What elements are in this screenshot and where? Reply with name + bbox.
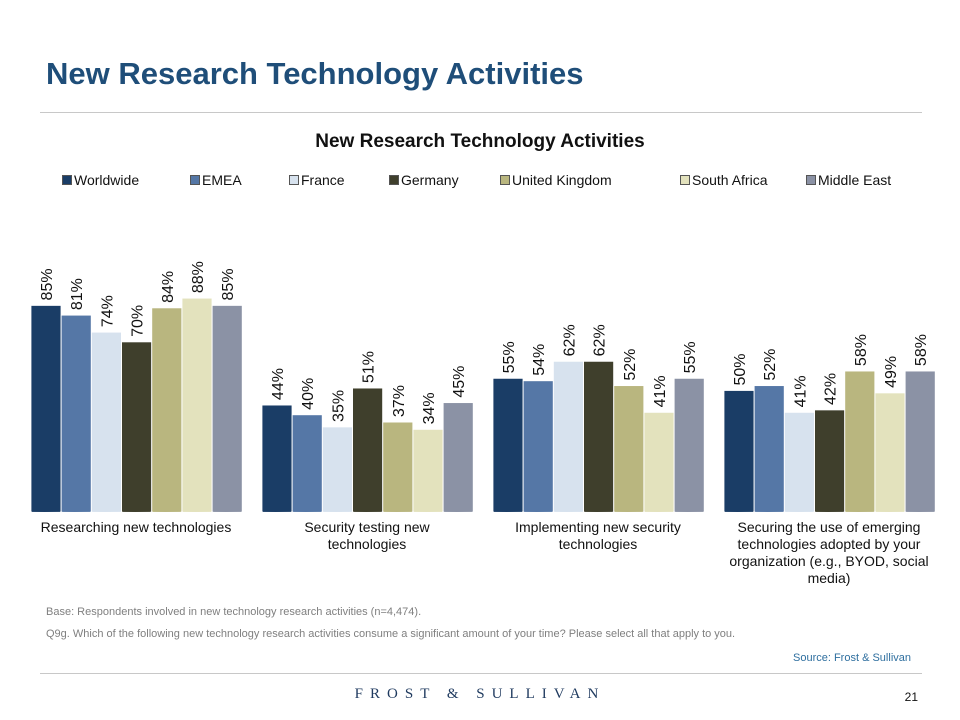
data-label: 70% xyxy=(130,305,147,337)
category-label-line: technologies xyxy=(558,536,638,552)
bar-shading xyxy=(675,382,704,512)
data-label: 40% xyxy=(300,378,317,410)
bar-shading xyxy=(183,302,211,512)
category-label: Researching new technologies xyxy=(21,519,251,536)
legend-label: EMEA xyxy=(202,172,242,188)
category-label-line: organization (e.g., BYOD, social xyxy=(729,553,929,569)
source-note: Source: Frost & Sullivan xyxy=(793,652,911,664)
data-label: 62% xyxy=(592,324,609,356)
legend-swatch xyxy=(806,175,816,185)
data-label: 41% xyxy=(652,375,669,407)
bar-shading xyxy=(584,365,613,512)
data-label: 62% xyxy=(561,324,578,356)
data-label: 55% xyxy=(682,341,699,373)
bar-chart: 85% 81% 74% 70% 84% 88% 85% 44% 40% 35% 51% 37% 34% 4… xyxy=(30,261,936,513)
bar-shading xyxy=(213,309,242,512)
bar-shading xyxy=(614,389,643,512)
category-label-line: Security testing new xyxy=(304,519,430,535)
bar-shading xyxy=(906,375,935,512)
legend-swatch xyxy=(389,175,399,185)
bar-shading xyxy=(524,384,553,512)
bar-shading xyxy=(725,394,753,512)
legend-label: United Kingdom xyxy=(512,172,612,188)
bar-shading xyxy=(152,311,181,512)
title-divider xyxy=(40,112,922,113)
bar-shading xyxy=(293,418,322,512)
slide-title: New Research Technology Activities xyxy=(46,56,584,91)
category-label: Security testing new technologies xyxy=(252,519,482,553)
data-label: 58% xyxy=(853,334,870,366)
bar-shading xyxy=(645,416,673,512)
bar-shading xyxy=(755,389,784,512)
legend-label: South Africa xyxy=(692,172,768,188)
page-number: 21 xyxy=(904,690,918,704)
category-label-line: technologies adopted by your xyxy=(737,536,921,552)
category-label-line: Securing the use of emerging xyxy=(737,519,921,535)
bar-shading xyxy=(785,416,814,512)
data-label: 41% xyxy=(792,375,809,407)
question-note: Q9g. Which of the following new technolo… xyxy=(46,628,736,640)
data-label: 37% xyxy=(391,385,408,417)
bar-shading xyxy=(353,392,382,512)
data-label: 45% xyxy=(451,366,468,398)
legend-label: Worldwide xyxy=(74,172,140,188)
data-label: 81% xyxy=(69,278,86,310)
bar-shading xyxy=(876,396,904,512)
bar-shading xyxy=(32,309,60,512)
data-label: 88% xyxy=(190,261,207,293)
data-label: 42% xyxy=(823,373,840,405)
bar-shading xyxy=(815,413,844,512)
data-label: 52% xyxy=(622,349,639,381)
data-label: 44% xyxy=(270,368,287,400)
legend-swatch xyxy=(680,175,690,185)
category-label-line: media) xyxy=(807,570,851,586)
legend-swatch xyxy=(62,175,72,185)
legend-swatch xyxy=(289,175,299,185)
category-label-line: technologies xyxy=(327,536,407,552)
category-label: Implementing new security technologies xyxy=(483,519,713,553)
category-label-line: Implementing new security xyxy=(515,519,681,535)
data-label: 54% xyxy=(531,344,548,376)
category-label-line: Researching new technologies xyxy=(40,519,232,535)
bar-shading xyxy=(263,409,291,512)
bar-shading xyxy=(323,430,352,512)
data-label: 52% xyxy=(762,349,779,381)
bar-shading xyxy=(444,406,473,512)
brand-logo: FROST & SULLIVAN xyxy=(354,686,606,702)
data-label: 55% xyxy=(501,341,518,373)
bar-shading xyxy=(383,426,412,512)
data-label: 85% xyxy=(39,268,56,300)
legend-swatch xyxy=(500,175,510,185)
footer-divider xyxy=(40,673,922,674)
bar-shading xyxy=(62,319,91,512)
legend-label: France xyxy=(301,172,345,188)
chart-title: New Research Technology Activities xyxy=(315,131,645,152)
data-label: 34% xyxy=(421,392,438,424)
data-label: 49% xyxy=(883,356,900,388)
chart-legend: Worldwide EMEA France Germany United Kingdom… xyxy=(0,171,960,191)
data-label: 84% xyxy=(160,271,177,303)
base-note: Base: Respondents involved in new techno… xyxy=(46,606,422,618)
legend-label: Middle East xyxy=(818,172,892,188)
bar-shading xyxy=(414,433,442,512)
bar-shading xyxy=(494,382,522,512)
bar-shading xyxy=(845,375,874,512)
data-label: 85% xyxy=(220,268,237,300)
data-label: 51% xyxy=(361,351,378,383)
legend-swatch xyxy=(190,175,200,185)
data-label: 50% xyxy=(732,353,749,385)
data-label: 35% xyxy=(330,390,347,422)
bar-shading xyxy=(92,336,121,512)
data-label: 74% xyxy=(99,295,116,327)
category-label: Securing the use of emerging technologies… xyxy=(714,519,944,587)
bar-shading xyxy=(554,365,583,512)
legend-label: Germany xyxy=(401,172,459,188)
bar-shading xyxy=(122,345,151,512)
data-label: 58% xyxy=(913,334,930,366)
